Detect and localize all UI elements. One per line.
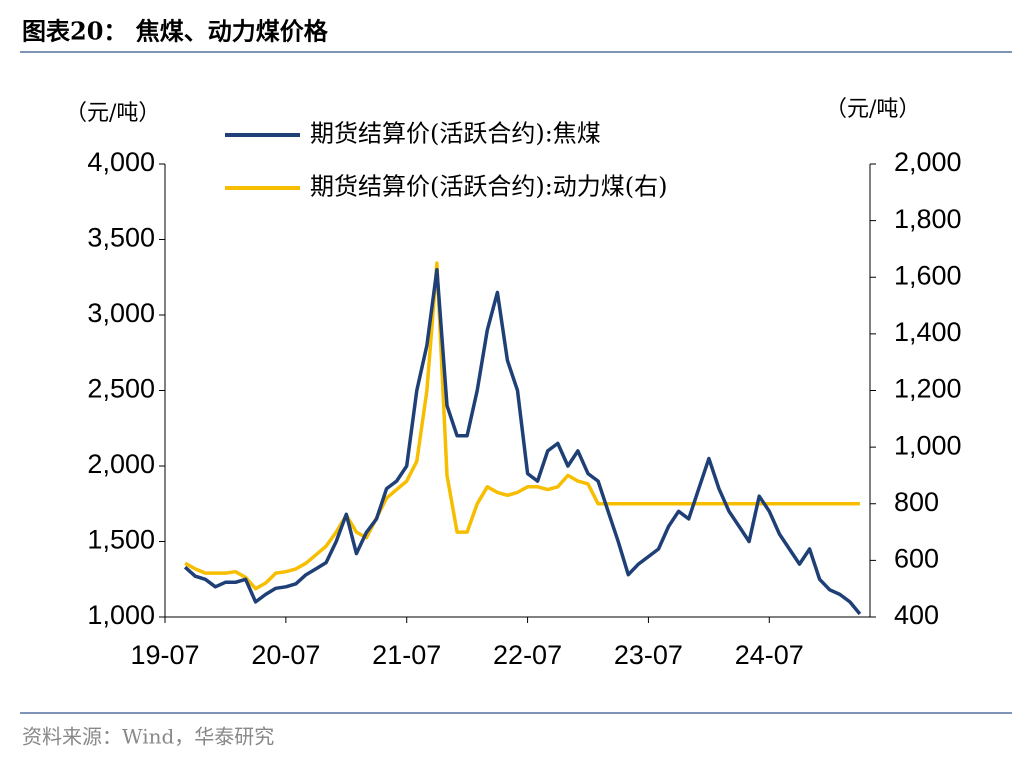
source: 资料来源：Wind，华泰研究	[22, 725, 274, 749]
series-line	[183, 267, 862, 616]
y-tick-label: 2,000	[87, 449, 155, 479]
y2-tick-label: 1,400	[894, 317, 962, 347]
x-tick-label: 20-07	[251, 640, 320, 670]
y-tick-label: 3,000	[87, 298, 155, 328]
y2-tick-label: 2,000	[894, 147, 962, 177]
y2-tick-label: 1,200	[894, 374, 962, 404]
legend-label: 期货结算价(活跃合约):焦煤	[310, 120, 601, 148]
x-tick-label: 23-07	[614, 640, 683, 670]
y2-tick-label: 1,000	[894, 430, 962, 460]
y2-axis-label: （元/吨）	[825, 97, 920, 122]
y-tick-label: 1,000	[87, 600, 155, 630]
y2-tick-label: 1,800	[894, 204, 962, 234]
figure-title: 图表20： 焦煤、动力煤价格	[22, 17, 329, 46]
x-tick-label: 19-07	[130, 640, 199, 670]
x-tick-label: 21-07	[372, 640, 441, 670]
y2-tick-label: 800	[894, 487, 939, 517]
y-tick-label: 4,000	[87, 147, 155, 177]
y-tick-label: 1,500	[87, 525, 155, 555]
legend-label: 期货结算价(活跃合约):动力煤(右)	[310, 173, 668, 201]
y2-tick-label: 1,600	[894, 260, 962, 290]
x-tick-label: 22-07	[493, 640, 562, 670]
x-tick-label: 24-07	[735, 640, 804, 670]
y2-tick-label: 600	[894, 544, 939, 574]
y-tick-label: 2,500	[87, 374, 155, 404]
y-axis-label: （元/吨）	[65, 101, 160, 126]
y2-tick-label: 400	[894, 600, 939, 630]
y-tick-label: 3,500	[87, 223, 155, 253]
series-line	[184, 261, 860, 591]
